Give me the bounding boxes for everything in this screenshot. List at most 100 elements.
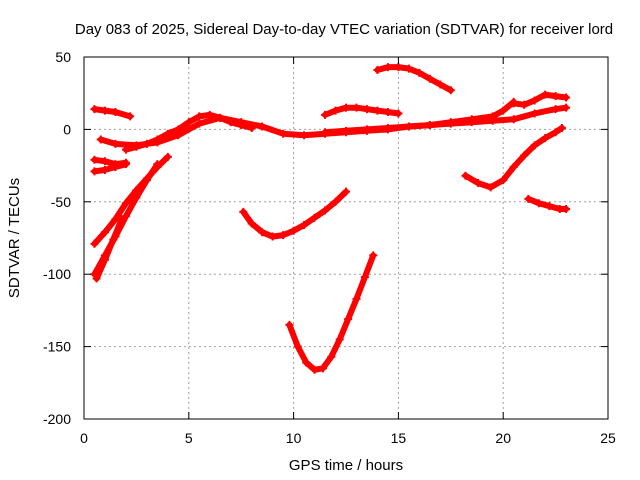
series-line [91,161,129,175]
data-point [121,199,130,208]
series-s3 [121,110,256,154]
data-point [90,239,99,248]
data-point [96,135,105,144]
data-point [226,118,235,127]
x-tick-label: 20 [495,430,511,446]
data-point [369,251,378,260]
chart-title: Day 083 of 2025, Sidereal Day-to-day VTE… [75,21,613,38]
y-tick-label: -50 [51,194,71,210]
data-point [310,365,319,374]
data-point [446,118,455,127]
series-line [93,216,125,282]
data-point [132,193,141,202]
data-point [551,92,560,101]
data-point [520,100,529,109]
series-line [462,125,565,191]
data-point [247,219,256,228]
data-point [237,121,246,130]
data-point [342,103,350,112]
data-point [436,80,445,89]
data-point [289,226,298,235]
data-point [117,215,126,224]
data-point [342,187,350,196]
data-point [331,106,340,115]
x-tick-label: 10 [286,430,302,446]
data-point [352,103,361,112]
data-point [121,145,130,154]
data-point [163,152,172,161]
data-point [90,167,99,176]
series-s9 [239,187,350,241]
data-point [362,105,371,114]
series-s13 [321,97,518,137]
x-tick-label: 15 [391,430,407,446]
data-point [184,118,193,127]
data-point [425,121,434,130]
data-point [461,171,470,180]
data-point [562,205,571,214]
data-point [132,142,141,151]
series-line [286,252,377,373]
data-point [293,342,302,351]
data-point [557,123,566,132]
x-tick-labels: 0 5 10 15 20 25 [80,430,616,446]
data-point [404,64,413,73]
data-point [142,139,151,148]
y-tick-label: 50 [55,49,71,65]
data-point [205,110,214,119]
data-point [247,123,256,132]
data-point [394,63,403,72]
data-point [383,63,392,72]
data-point [362,125,371,134]
x-tick-label: 5 [185,430,193,446]
data-point [562,103,571,112]
data-point [509,99,518,108]
data-point [90,155,99,164]
data-point [300,220,309,229]
series-s1 [90,105,135,121]
data-point [474,178,483,187]
data-point [327,352,336,361]
data-point [100,165,109,174]
data-point [541,90,550,99]
series-s8 [92,215,126,283]
data-point [545,202,554,211]
data-point [321,110,330,119]
data-point [318,364,327,373]
y-tick-label: 0 [63,121,71,137]
data-point [258,228,267,237]
data-point [111,139,120,148]
data-point [153,135,162,144]
data-point [100,255,109,264]
data-point [509,115,518,124]
data-point [126,112,135,121]
data-point [121,212,130,221]
data-point [100,106,109,115]
data-point [109,235,118,244]
y-tick-label: -150 [43,339,71,355]
y-tick-label: -200 [43,411,71,427]
data-point [467,115,476,124]
data-point [342,126,350,135]
data-point [331,197,340,206]
data-point [446,86,455,95]
x-tick-label: 0 [80,430,88,446]
data-point [153,160,162,169]
data-point [195,119,204,128]
data-point [373,66,382,75]
data-point [383,108,392,117]
data-point [163,129,172,138]
x-axis-title: GPS time / hours [289,457,403,474]
data-point [373,106,382,115]
data-point [90,105,99,114]
data-point [335,335,344,344]
data-point [174,125,183,134]
data-point [415,68,424,77]
data-point [285,320,294,329]
data-point [530,96,539,105]
series-s15 [461,123,566,192]
series-s6 [90,152,172,248]
data-series [90,63,571,374]
data-point [321,206,330,215]
